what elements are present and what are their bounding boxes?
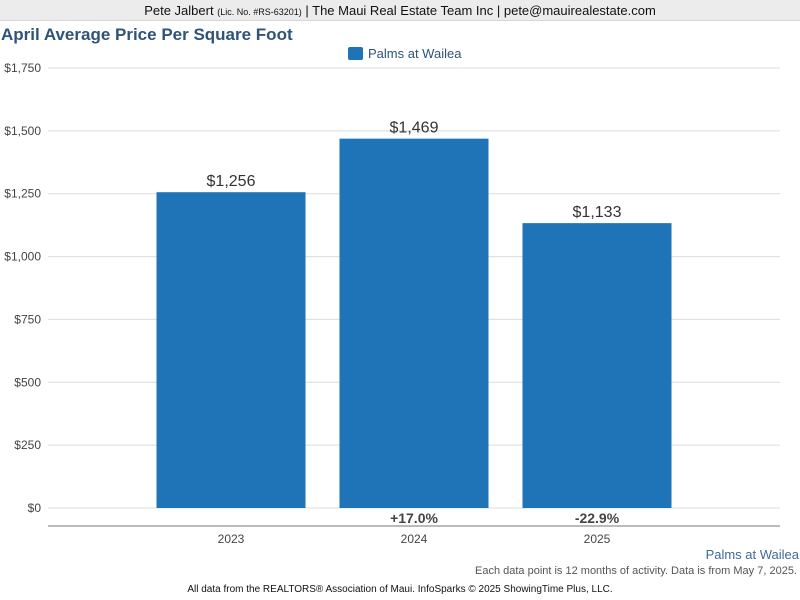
bar-value-label: $1,133 xyxy=(573,204,622,221)
legend-swatch xyxy=(348,46,363,60)
data-note: Each data point is 12 months of activity… xyxy=(474,565,797,577)
change-label: -22.9% xyxy=(575,510,620,526)
chart-title: April Average Price Per Square Foot xyxy=(1,25,293,44)
agent-header: Pete Jalbert (Lic. No. #RS-63201) | The … xyxy=(0,0,800,21)
series-caption: Palms at Wailea xyxy=(705,547,799,562)
x-tick-label: 2025 xyxy=(584,532,611,546)
y-tick-label: $500 xyxy=(14,375,41,389)
bar xyxy=(522,223,672,509)
x-tick-label: 2024 xyxy=(401,532,428,546)
footer-credit: All data from the REALTORS® Association … xyxy=(187,584,613,595)
bar xyxy=(339,138,489,508)
bar xyxy=(156,192,306,508)
y-tick-label: $750 xyxy=(14,312,41,326)
bar-value-label: $1,256 xyxy=(207,173,256,190)
y-tick-label: $250 xyxy=(14,438,41,452)
agent-company-email: | The Maui Real Estate Team Inc | pete@m… xyxy=(305,3,656,18)
agent-name: Pete Jalbert xyxy=(144,3,214,18)
y-tick-label: $0 xyxy=(28,501,42,515)
y-tick-label: $1,000 xyxy=(4,250,41,264)
legend-label: Palms at Wailea xyxy=(368,45,462,61)
y-tick-label: $1,250 xyxy=(4,187,41,201)
license-number: (Lic. No. #RS-63201) xyxy=(217,7,302,17)
y-tick-label: $1,500 xyxy=(4,124,41,138)
y-tick-label: $1,750 xyxy=(4,61,41,75)
legend[interactable]: Palms at Wailea xyxy=(348,45,461,61)
x-tick-label: 2023 xyxy=(218,532,245,546)
change-label: +17.0% xyxy=(390,510,438,526)
bar-value-label: $1,469 xyxy=(390,120,439,137)
